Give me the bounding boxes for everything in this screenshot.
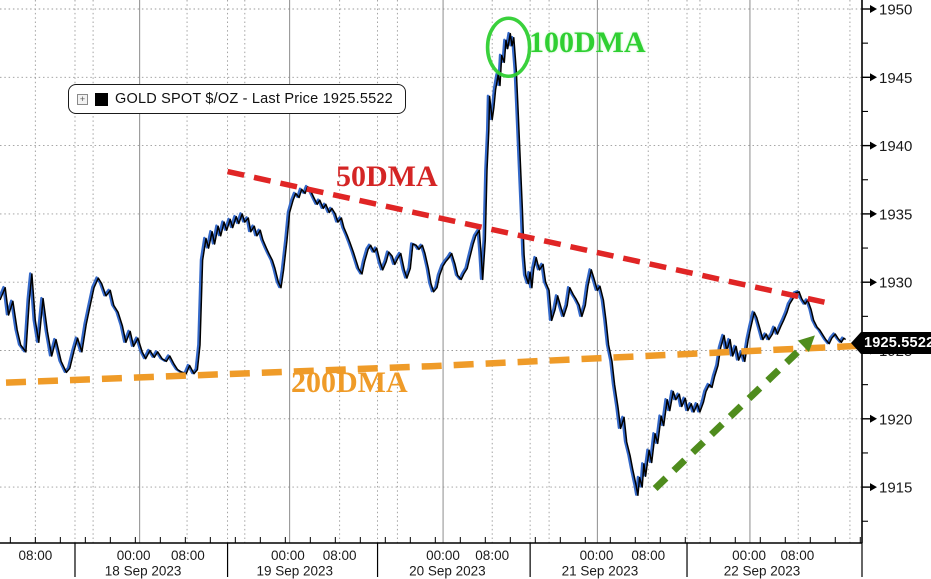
- y-tick-arrow-icon: [870, 483, 877, 492]
- price-series: [0, 32, 847, 497]
- y-tick-arrow-icon: [870, 141, 877, 150]
- x-axis-time-label: 00:00: [580, 548, 614, 563]
- y-axis-label: 1945: [879, 70, 912, 87]
- ma-overlays: [5, 16, 863, 491]
- x-axis-time-label: 00:00: [426, 548, 460, 563]
- annotation-100dma: 100DMA: [529, 26, 646, 59]
- y-tick-arrow-icon: [870, 5, 877, 13]
- annotation-50dma: 50DMA: [336, 160, 438, 193]
- x-axis-date-label: 19 Sep 2023: [257, 564, 334, 579]
- x-axis-time-label: 08:00: [780, 548, 814, 563]
- x-axis-time-label: 08:00: [631, 548, 665, 563]
- x-axis-date-label: 20 Sep 2023: [409, 564, 486, 579]
- last-price-tag: 1925.5522: [851, 332, 931, 354]
- y-axis-label: 1950: [879, 2, 912, 19]
- uptrend-arrowhead-icon: [797, 335, 815, 353]
- annotation-200dma: 200DMA: [291, 366, 408, 399]
- y-axis-label: 1935: [879, 206, 912, 223]
- y-axis-label: 1930: [879, 275, 912, 292]
- price-tag-arrow-icon: [851, 332, 861, 354]
- x-axis-time-label: 00:00: [117, 548, 151, 563]
- price-tag-value: 1925.5522: [861, 332, 931, 354]
- x-axis-time-label: 08:00: [18, 548, 52, 563]
- y-tick-arrow-icon: [870, 209, 877, 218]
- x-axis-date-label: 21 Sep 2023: [562, 564, 639, 579]
- legend-expand-icon[interactable]: +: [77, 93, 88, 105]
- axis-labels: 1950194519401935193019251920191508:0000:…: [18, 2, 912, 579]
- price-series-highlight: [0, 31, 845, 496]
- axes: [0, 0, 877, 577]
- y-tick-arrow-icon: [870, 278, 877, 287]
- y-axis-label: 1940: [879, 138, 912, 155]
- legend-series-label: GOLD SPOT $/OZ - Last Price 1925.5522: [115, 91, 393, 107]
- uptrend-arrow-line: [652, 343, 806, 491]
- gridlines: [0, 0, 862, 543]
- x-axis-time-label: 08:00: [323, 548, 357, 563]
- x-axis-date-label: 18 Sep 2023: [105, 564, 182, 579]
- y-tick-arrow-icon: [870, 414, 877, 423]
- ma200-dashed-line: [5, 342, 863, 386]
- y-axis-label: 1915: [879, 480, 912, 497]
- price-line: [0, 31, 847, 497]
- y-tick-arrow-icon: [870, 73, 877, 82]
- x-axis-time-label: 08:00: [475, 548, 509, 563]
- x-axis-date-label: 22 Sep 2023: [724, 564, 801, 579]
- x-axis-time-label: 00:00: [732, 548, 766, 563]
- y-axis-label: 1920: [879, 411, 912, 428]
- x-axis-time-label: 00:00: [271, 548, 305, 563]
- x-axis-time-label: 08:00: [171, 548, 205, 563]
- ma50-dashed-line: [227, 168, 828, 306]
- legend-box[interactable]: + GOLD SPOT $/OZ - Last Price 1925.5522: [68, 84, 406, 114]
- legend-series-swatch: [95, 92, 108, 106]
- peak-highlight-circle: [485, 16, 532, 79]
